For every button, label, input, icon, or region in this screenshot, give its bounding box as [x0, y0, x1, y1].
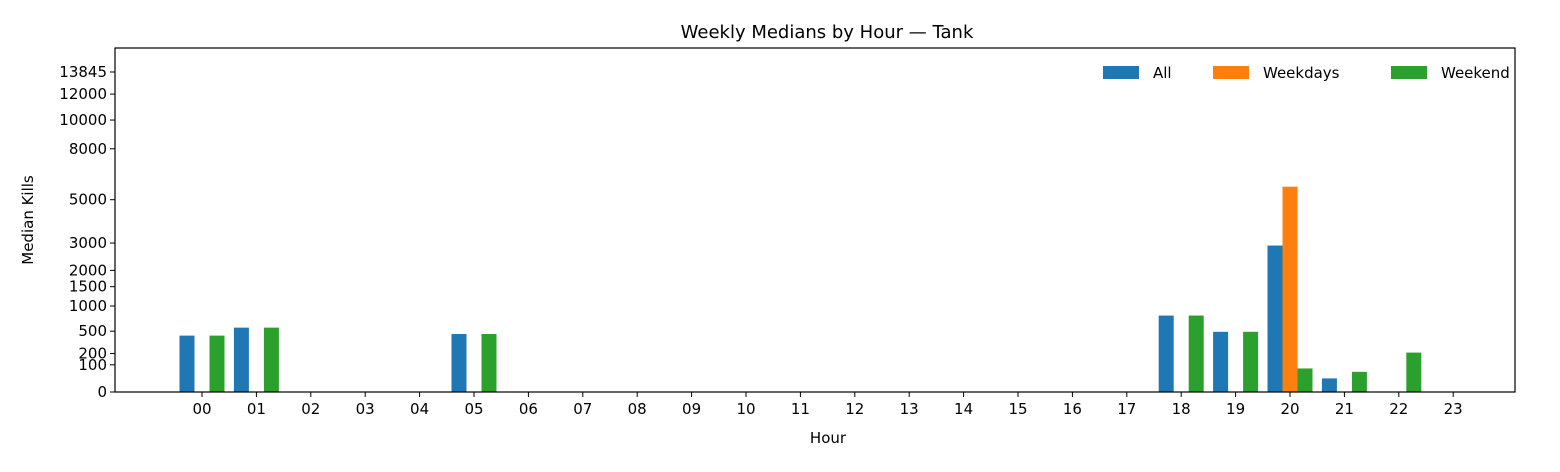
y-tick-label: 2000 [69, 261, 107, 279]
y-tick-label: 100 [78, 356, 107, 374]
plot-frame [114, 47, 1516, 393]
bar-all-18 [1158, 315, 1174, 392]
y-axis-title: Median Kills [19, 175, 37, 265]
y-tick-label: 8000 [69, 140, 107, 158]
bar-weekend-22 [1406, 352, 1422, 392]
bar-all-19 [1213, 331, 1229, 392]
bar-weekdays-20 [1282, 186, 1298, 392]
y-tick-label: 0 [97, 383, 107, 401]
bar-weekend-00 [209, 335, 225, 392]
x-tick-label: 06 [519, 400, 538, 418]
y-tick-label: 3000 [69, 234, 107, 252]
bar-weekend-18 [1188, 315, 1204, 392]
x-axis: 00 01 02 03 04 05 06 07 08 09 10 11 12 13 14 15 16 17 18 19… [192, 392, 1463, 418]
x-tick-label: 17 [1117, 400, 1136, 418]
bar-weekend-21 [1351, 371, 1367, 392]
legend-swatch-all [1103, 66, 1139, 79]
legend-label-weekdays: Weekdays [1263, 64, 1340, 82]
bar-weekend-19 [1243, 331, 1259, 392]
x-tick-label: 14 [954, 400, 973, 418]
y-tick-label: 1000 [69, 297, 107, 315]
legend-swatch-weekend [1391, 66, 1427, 79]
bar-all-00 [179, 335, 195, 392]
chart-title: Weekly Medians by Hour — Tank [681, 22, 974, 43]
x-tick-label: 00 [192, 400, 211, 418]
legend: All Weekdays Weekend [1103, 64, 1510, 82]
bar-weekend-05 [481, 333, 497, 392]
x-tick-label: 07 [573, 400, 592, 418]
x-tick-label: 10 [736, 400, 755, 418]
x-tick-label: 05 [464, 400, 483, 418]
bar-all-01 [233, 327, 249, 392]
bar-all-05 [451, 333, 467, 392]
x-tick-label: 22 [1389, 400, 1408, 418]
bar-weekend-01 [263, 327, 279, 392]
x-tick-label: 15 [1008, 400, 1027, 418]
bar-all-21 [1321, 378, 1337, 392]
y-tick-label: 500 [78, 322, 107, 340]
x-tick-label: 21 [1335, 400, 1354, 418]
x-tick-label: 18 [1172, 400, 1191, 418]
y-tick-label: 1500 [69, 278, 107, 296]
bars-layer [179, 186, 1422, 392]
y-tick-label: 10000 [59, 111, 107, 129]
x-tick-label: 23 [1444, 400, 1463, 418]
legend-label-weekend: Weekend [1441, 64, 1510, 82]
x-tick-label: 01 [247, 400, 266, 418]
x-tick-label: 20 [1280, 400, 1299, 418]
legend-swatch-weekdays [1213, 66, 1249, 79]
x-tick-label: 09 [682, 400, 701, 418]
x-tick-label: 08 [628, 400, 647, 418]
y-tick-label: 12000 [59, 85, 107, 103]
x-tick-label: 02 [301, 400, 320, 418]
bar-weekend-20 [1297, 368, 1313, 392]
y-tick-label: 5000 [69, 191, 107, 209]
bar-all-20 [1267, 245, 1283, 392]
x-tick-label: 16 [1063, 400, 1082, 418]
legend-label-all: All [1153, 64, 1172, 82]
x-tick-label: 12 [845, 400, 864, 418]
x-tick-label: 11 [791, 400, 810, 418]
x-tick-label: 03 [356, 400, 375, 418]
x-tick-label: 04 [410, 400, 429, 418]
x-tick-label: 19 [1226, 400, 1245, 418]
y-tick-label: 13845 [59, 63, 107, 81]
y-tick-label: 200 [78, 345, 107, 363]
x-axis-title: Hour [810, 429, 847, 447]
x-tick-label: 13 [900, 400, 919, 418]
